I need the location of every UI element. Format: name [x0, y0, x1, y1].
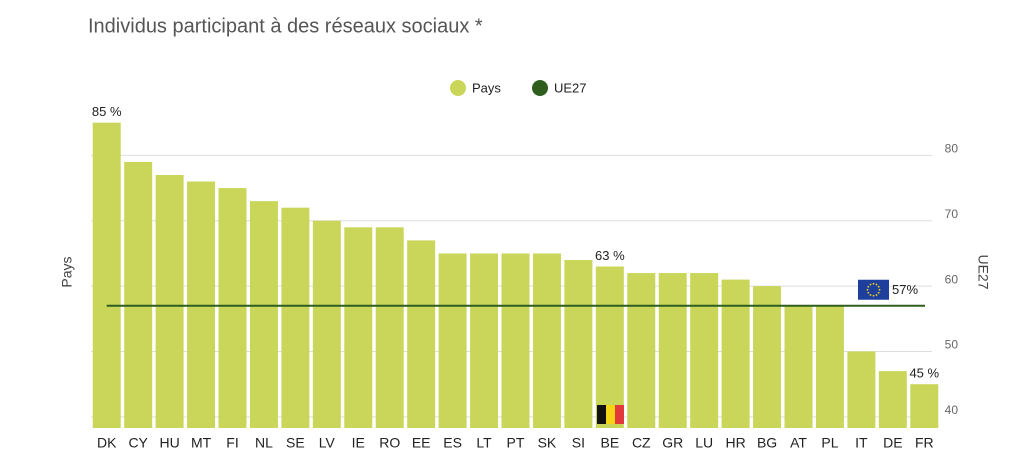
y-tick-label: 50 [945, 338, 959, 352]
legend-swatch [450, 80, 466, 96]
x-tick-label: PT [507, 435, 525, 451]
x-tick-label: IT [855, 435, 868, 451]
legend-label: Pays [472, 80, 501, 95]
bar [532, 253, 561, 428]
bar [501, 253, 530, 428]
eu-star [877, 285, 880, 288]
eu-star [877, 291, 880, 294]
eu-star [875, 294, 878, 296]
y2-axis-title: UE27 [975, 254, 991, 289]
data-label: 85 % [92, 104, 122, 119]
eu-star [867, 291, 870, 294]
eu-star [872, 282, 875, 285]
x-tick-label: CY [128, 435, 148, 451]
x-tick-label: PL [821, 435, 838, 451]
bar [753, 286, 782, 428]
y-tick-label: 80 [945, 142, 959, 156]
bar [658, 273, 687, 428]
x-tick-label: RO [379, 435, 400, 451]
bar [218, 188, 247, 428]
x-tick-label: FR [915, 435, 934, 451]
x-tick-label: NL [255, 435, 273, 451]
x-tick-label: GR [662, 435, 683, 451]
flags [597, 405, 624, 424]
bar [124, 161, 153, 428]
bar [155, 174, 184, 428]
x-tick-label: FI [226, 435, 238, 451]
x-tick-label: SK [538, 435, 557, 451]
x-tick-label: EE [412, 435, 431, 451]
data-label: 45 % [909, 366, 939, 381]
x-tick-label: LT [476, 435, 492, 451]
x-tick-label: DE [883, 435, 902, 451]
bar [910, 384, 939, 428]
bar [407, 240, 436, 428]
bar [721, 279, 750, 428]
legend-label: UE27 [554, 80, 587, 95]
y-tick-label: 40 [945, 403, 959, 417]
eu-star [872, 294, 875, 297]
x-tick-label: LV [319, 435, 336, 451]
y-tick-label: 70 [945, 207, 959, 221]
bar [312, 220, 341, 428]
x-tick-label: CZ [632, 435, 651, 451]
x-tick-label: IE [352, 435, 365, 451]
be-flag-yellow [606, 405, 615, 424]
bar [438, 253, 467, 428]
x-tick-label: DK [97, 435, 117, 451]
chart-title: Individus participant à des réseaux soci… [88, 15, 483, 37]
x-tick-label: SE [286, 435, 305, 451]
x-tick-label: AT [790, 435, 807, 451]
bar [690, 273, 719, 428]
eu-star [869, 283, 872, 286]
legend-swatch [532, 80, 548, 96]
bar [878, 371, 907, 428]
bar [627, 273, 656, 428]
bar [815, 305, 844, 428]
eu-star [878, 288, 881, 291]
bar [564, 259, 593, 428]
x-tick-label: HR [725, 435, 745, 451]
be-flag-black [597, 405, 606, 424]
eu-flag [858, 279, 889, 300]
bar [784, 305, 813, 428]
data-label: 63 % [595, 248, 625, 263]
bar [470, 253, 499, 428]
x-tick-label: HU [159, 435, 179, 451]
bar [249, 201, 278, 428]
eu-star [866, 288, 869, 291]
bar [344, 227, 373, 428]
y-tick-label: 60 [945, 272, 959, 286]
y-axis-title: Pays [59, 256, 75, 287]
eu-star [875, 283, 878, 286]
x-tick-label: BG [757, 435, 777, 451]
x-tick-label: BE [600, 435, 619, 451]
eu-star [869, 294, 872, 296]
x-tick-label: LU [695, 435, 713, 451]
eu-star [867, 285, 870, 288]
x-tick-label: SI [572, 435, 585, 451]
data-label: 57% [892, 282, 918, 297]
bar [595, 266, 624, 428]
x-tick-label: ES [443, 435, 462, 451]
bar [281, 207, 310, 428]
x-tick-label: MT [191, 435, 212, 451]
bar [92, 122, 121, 428]
bar [847, 351, 876, 428]
bar [375, 227, 404, 428]
be-flag-red [615, 405, 624, 424]
